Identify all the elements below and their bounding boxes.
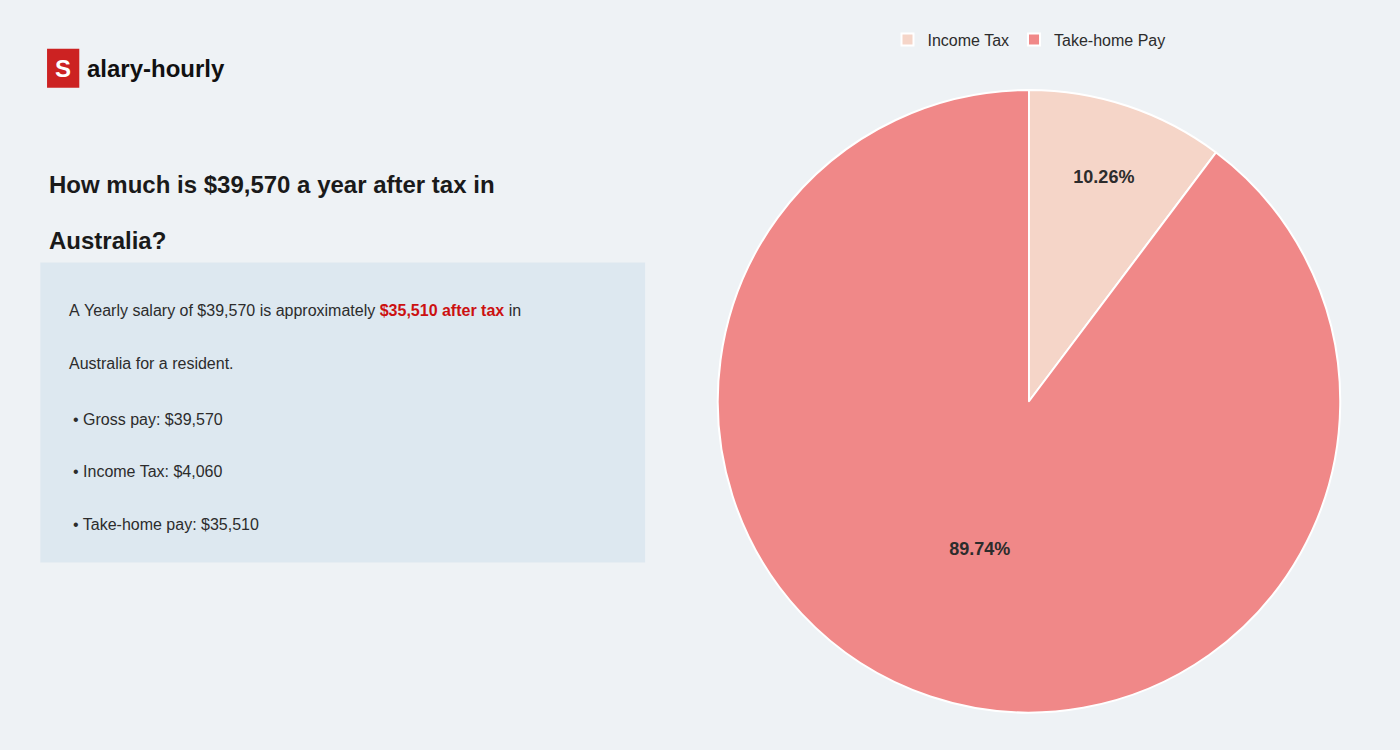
svg-text:Take-home Pay: Take-home Pay (1054, 32, 1165, 49)
svg-text:• Take-home pay: $35,510: • Take-home pay: $35,510 (73, 516, 259, 533)
svg-text:S: S (55, 55, 71, 82)
svg-text:How much is $39,570 a year aft: How much is $39,570 a year after tax in (49, 171, 495, 198)
svg-text:10.26%: 10.26% (1073, 167, 1134, 187)
svg-text:89.74%: 89.74% (949, 539, 1010, 559)
svg-text:• Income Tax: $4,060: • Income Tax: $4,060 (73, 463, 223, 480)
svg-text:Income Tax: Income Tax (928, 32, 1010, 49)
svg-text:A Yearly salary of $39,570 is: A Yearly salary of $39,570 is approximat… (69, 302, 521, 319)
svg-text:• Gross pay: $39,570: • Gross pay: $39,570 (73, 411, 223, 428)
svg-text:alary-hourly: alary-hourly (87, 55, 225, 82)
svg-text:Australia for a resident.: Australia for a resident. (69, 355, 234, 372)
svg-text:Australia?: Australia? (49, 227, 166, 254)
